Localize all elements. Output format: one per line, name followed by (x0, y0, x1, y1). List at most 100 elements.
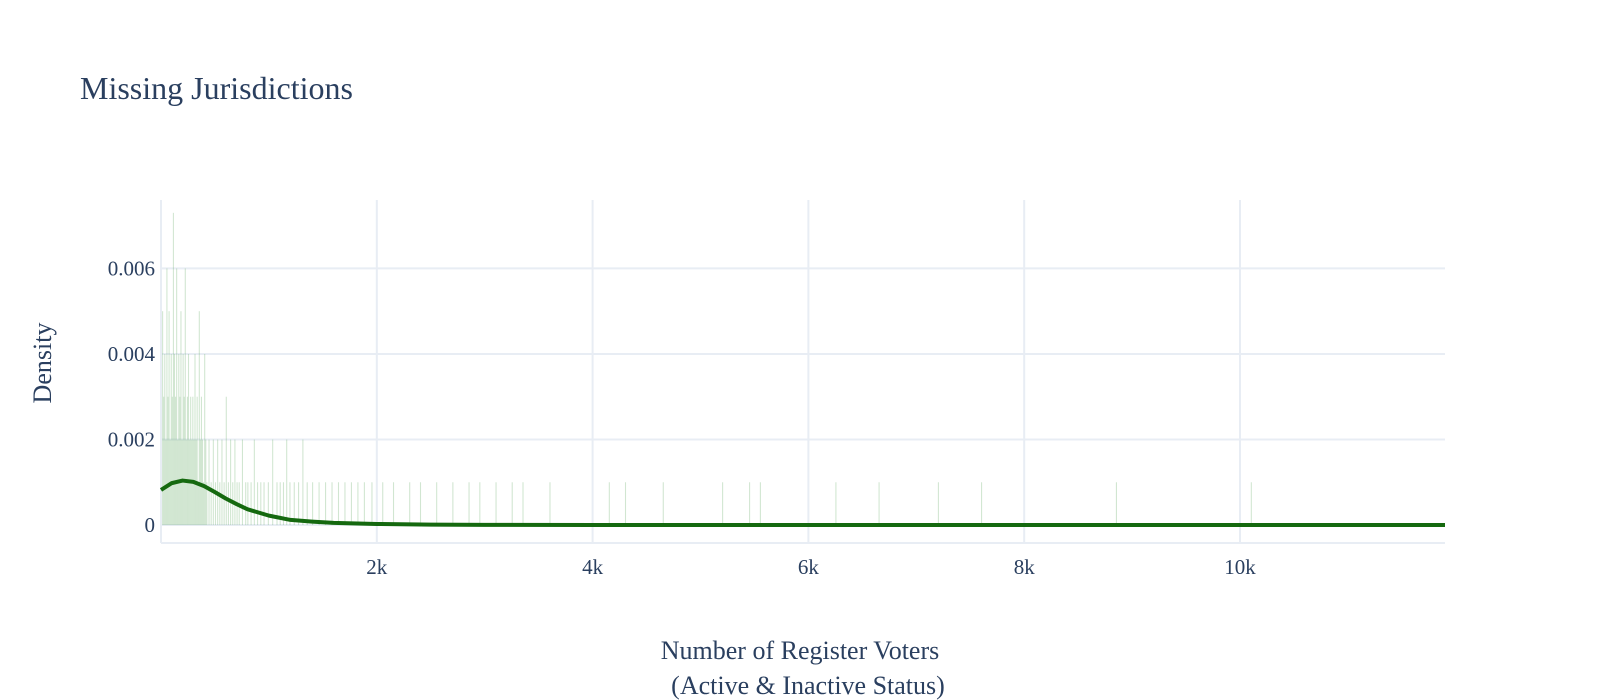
density-curve (159, 478, 1445, 528)
histogram-bar (452, 482, 454, 526)
histogram-bar (186, 396, 188, 526)
histogram-bar (608, 482, 610, 526)
x-tick-label: 2k (366, 555, 388, 579)
histogram-bar (257, 482, 259, 526)
histogram-bar (198, 311, 200, 526)
x-tick-label: 6k (798, 555, 820, 579)
histogram-bar (293, 482, 295, 526)
histogram-bar (168, 311, 170, 526)
histogram-bar (196, 396, 198, 526)
histogram-bar (187, 353, 190, 526)
histogram-bar (382, 482, 384, 526)
histogram-bar (409, 482, 411, 526)
histogram-bar (247, 482, 249, 526)
histogram-bar (1250, 482, 1252, 526)
histogram-bar (208, 439, 210, 526)
histogram-bar (179, 396, 181, 526)
histogram-bar (230, 439, 232, 526)
histogram-bar (219, 482, 221, 526)
axis-ticks: 2k 4k 6k 8k 10k 0 0.002 0.004 0.006 (108, 256, 1256, 579)
chart-title: Missing Jurisdictions (80, 70, 353, 106)
histogram-bar (170, 353, 172, 526)
histogram-bar (1115, 482, 1117, 526)
histogram-bar (164, 353, 166, 526)
x-axis-title-line2: (Active & Inactive Status) (671, 671, 945, 700)
histogram-bar (197, 482, 199, 526)
histogram-bar (350, 482, 352, 526)
x-axis-title-line1: Number of Register Voters (661, 636, 940, 665)
histogram-bar (171, 396, 173, 526)
histogram-bar (162, 311, 164, 526)
y-tick-label: 0.006 (108, 256, 155, 280)
histogram-bar (337, 482, 340, 526)
histogram-bar (436, 482, 438, 526)
histogram-bar (223, 482, 225, 526)
histogram-bar (289, 482, 291, 526)
histogram-bar (357, 482, 359, 526)
histogram-bar (662, 482, 664, 526)
x-tick-label: 8k (1014, 555, 1036, 579)
histogram-bar (495, 482, 497, 526)
histogram-bar (272, 439, 274, 526)
histogram-bar (302, 439, 304, 526)
histogram-bar (202, 439, 204, 526)
histogram-bar (234, 439, 236, 526)
histogram-bar (225, 396, 227, 526)
histogram-bar (624, 482, 627, 526)
histogram-bar (363, 482, 365, 526)
histogram-bars (162, 212, 1252, 526)
x-tick-label: 10k (1224, 555, 1256, 579)
histogram-bar (250, 482, 252, 526)
histogram-bar (221, 439, 223, 526)
y-tick-label: 0.002 (108, 428, 155, 452)
histogram-bar (163, 396, 165, 526)
histogram-bar (206, 482, 208, 526)
histogram-bar (180, 311, 182, 526)
histogram-bar (217, 439, 219, 526)
histogram-bar (306, 482, 308, 526)
histogram-bar (192, 396, 194, 526)
histogram-bar (253, 439, 255, 526)
histogram-bar (749, 482, 751, 526)
histogram-bar (318, 482, 320, 526)
histogram-bar (178, 353, 180, 526)
histogram-bar (312, 482, 314, 526)
histogram-bar (325, 482, 327, 526)
histogram-bar (194, 353, 196, 526)
histogram-bar (276, 482, 278, 526)
histogram-bar (981, 482, 983, 526)
histogram-bar (167, 396, 169, 526)
histogram-bar (286, 439, 288, 526)
histogram-bar (878, 482, 880, 526)
histogram-bar (282, 482, 285, 526)
histogram-bar (184, 268, 186, 526)
histogram-bar (522, 482, 524, 526)
histogram-bar (165, 439, 167, 526)
histogram-bar (182, 353, 184, 526)
histogram-bar (298, 482, 300, 526)
histogram-bar (835, 482, 837, 526)
histogram-bar (722, 482, 724, 526)
histogram-bar (212, 439, 214, 526)
histogram-bar (371, 482, 373, 526)
histogram-bar (173, 353, 176, 526)
histogram-bar (199, 439, 201, 526)
histogram-bar (241, 439, 243, 526)
grid (160, 200, 1445, 544)
histogram-bar (279, 482, 281, 526)
histogram-bar (468, 482, 470, 526)
histogram-bar (190, 396, 192, 526)
histogram-bar (227, 482, 229, 526)
histogram-bar (479, 482, 481, 526)
histogram-bar (210, 482, 212, 526)
histogram-bar (937, 482, 939, 526)
histogram-bar (549, 482, 551, 526)
histogram-bar (203, 482, 205, 526)
histogram-bar (175, 396, 177, 526)
histogram-bar (511, 482, 513, 526)
histogram-bar (759, 482, 761, 526)
histogram-bar (172, 212, 174, 526)
histogram-bar (392, 482, 395, 526)
y-tick-label: 0 (145, 513, 156, 537)
